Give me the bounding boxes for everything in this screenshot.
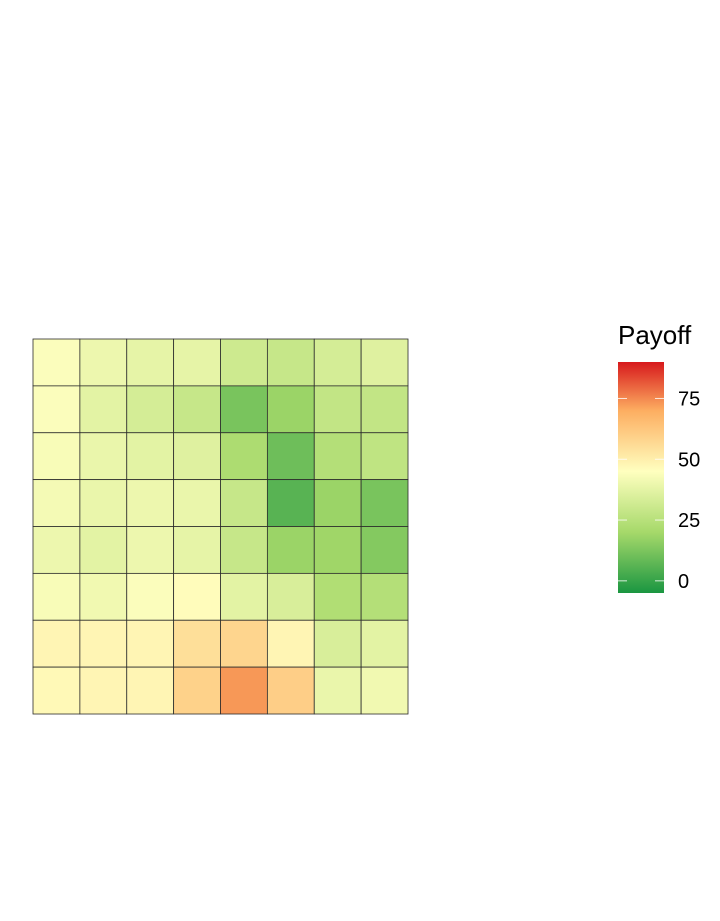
heatmap-cell [266, 385, 315, 434]
heatmap-cell [360, 479, 409, 527]
heatmap-cell [313, 338, 362, 387]
heatmap-cell [173, 526, 221, 574]
heatmap-cell [220, 385, 268, 434]
heatmap-cell [32, 479, 81, 527]
legend-tick-label: 25 [678, 510, 700, 532]
heatmap-cell [360, 619, 409, 668]
heatmap-cell [126, 572, 175, 621]
heatmap-cell [360, 666, 409, 715]
heatmap-cell [360, 385, 409, 434]
heatmap-cell [360, 338, 409, 387]
heatmap-cell [79, 666, 128, 715]
heatmap-cell [266, 619, 315, 668]
heatmap-cell [126, 526, 175, 574]
heatmap-cell [220, 619, 268, 668]
heatmap-cell [32, 572, 81, 621]
heatmap-cell [266, 432, 315, 481]
heatmap-cell [126, 666, 175, 715]
heatmap-cell [79, 619, 128, 668]
heatmap-cell [126, 432, 175, 481]
heatmap-cell [79, 385, 128, 434]
heatmap-cell [173, 619, 221, 668]
heatmap-cell [266, 526, 315, 574]
heatmap-cell [126, 385, 175, 434]
heatmap-cell [173, 338, 221, 387]
heatmap-cell [173, 432, 221, 481]
heatmap-cell [32, 385, 81, 434]
heatmap-cell [173, 666, 221, 715]
heatmap-cell [360, 432, 409, 481]
legend: Payoff 0 25 50 75 [618, 320, 700, 593]
heatmap-cell [360, 572, 409, 621]
heatmap-cell [313, 526, 362, 574]
heatmap-cell [32, 432, 81, 481]
heatmap-cell [266, 572, 315, 621]
heatmap-cell [79, 572, 128, 621]
heatmap-cell [32, 619, 81, 668]
heatmap-cell [220, 666, 268, 715]
heatmap-cell [220, 479, 268, 527]
legend-ticks: 0 25 50 75 [618, 388, 700, 593]
heatmap-cell [313, 666, 362, 715]
legend-title: Payoff [618, 320, 692, 350]
heatmap-cell [313, 619, 362, 668]
heatmap-cell [220, 572, 268, 621]
heatmap-cell [313, 479, 362, 527]
heatmap-cell [313, 432, 362, 481]
legend-tick-label: 75 [678, 388, 700, 410]
heatmap-cell [79, 526, 128, 574]
heatmap-cell [173, 479, 221, 527]
heatmap-cell [32, 526, 81, 574]
heatmap-cell [32, 338, 81, 387]
heatmap-cell [220, 432, 268, 481]
heatmap-cell [266, 666, 315, 715]
heatmap-cell [79, 338, 128, 387]
heatmap-cell [220, 338, 268, 387]
legend-colorbar [618, 362, 664, 593]
heatmap-cell [173, 572, 221, 621]
heatmap-cell [173, 385, 221, 434]
heatmap-cell [79, 432, 128, 481]
heatmap-cell [220, 526, 268, 574]
heatmap-cell [266, 479, 315, 527]
heatmap-cell [126, 338, 175, 387]
heatmap-cell [32, 666, 81, 715]
heatmap-cell [313, 385, 362, 434]
heatmap-cell [126, 619, 175, 668]
heatmap-grid [32, 338, 409, 715]
legend-tick-label: 50 [678, 449, 700, 471]
heatmap-cell [360, 526, 409, 574]
heatmap-cell [126, 479, 175, 527]
heatmap-cell [313, 572, 362, 621]
heatmap-cell [266, 338, 315, 387]
legend-tick-label: 0 [678, 571, 689, 593]
heatmap-cell [79, 479, 128, 527]
